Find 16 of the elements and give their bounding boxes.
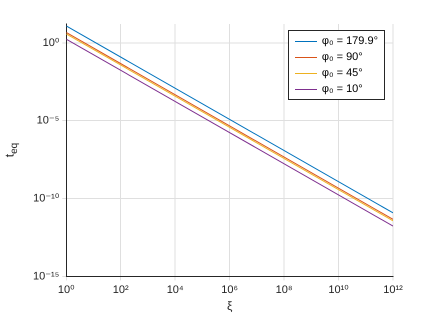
legend-label: φ₀ = 90° [322, 51, 363, 63]
x-tick-label: 10⁰ [58, 284, 76, 296]
x-tick-label: 10⁸ [276, 284, 293, 296]
y-tick-label: 10⁻⁵ [36, 114, 60, 127]
x-tick-label: 10¹² [383, 284, 404, 296]
x-tick-label: 10¹⁰ [328, 284, 350, 296]
legend-label: φ₀ = 10° [322, 83, 363, 95]
x-tick-label: 10⁶ [221, 284, 238, 296]
legend-label: φ₀ = 45° [322, 67, 363, 79]
x-axis-title: ξ [226, 299, 233, 314]
y-tick-label: 10⁻¹⁵ [33, 270, 60, 282]
y-tick-label: 10⁰ [42, 36, 60, 49]
legend-label: φ₀ = 179.9° [322, 35, 378, 47]
y-tick-label: 10⁻¹⁰ [33, 192, 60, 205]
x-tick-label: 10⁴ [166, 284, 184, 296]
x-tick-label: 10² [112, 284, 130, 296]
